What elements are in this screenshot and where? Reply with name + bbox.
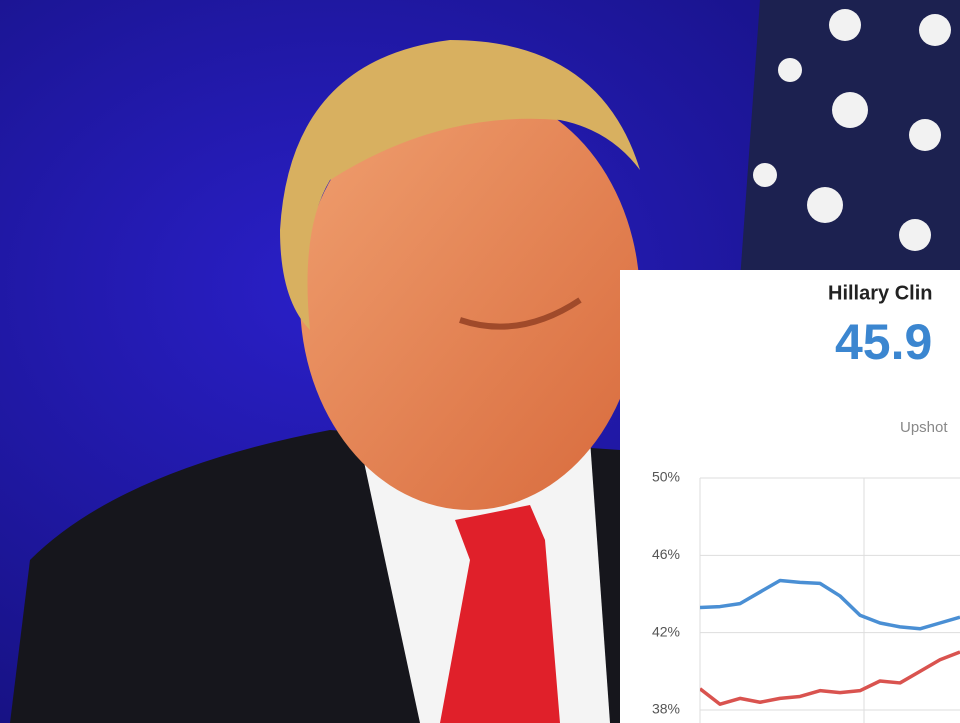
- y-tick-label: 38%: [652, 701, 680, 717]
- plot: [700, 578, 960, 706]
- source-label: Upshot: [900, 419, 948, 436]
- chart-title: Hillary Clin: [828, 282, 932, 304]
- series-line: [700, 650, 960, 706]
- headline-value: 45.9: [835, 314, 932, 370]
- y-tick-label: 46%: [652, 546, 680, 562]
- chart-panel: Hillary Clin 45.9 Upshot: [620, 270, 960, 723]
- panel-background: [620, 270, 960, 723]
- series-line: [700, 578, 960, 631]
- y-tick-label: 50%: [652, 469, 680, 485]
- y-tick-label: 42%: [652, 623, 680, 639]
